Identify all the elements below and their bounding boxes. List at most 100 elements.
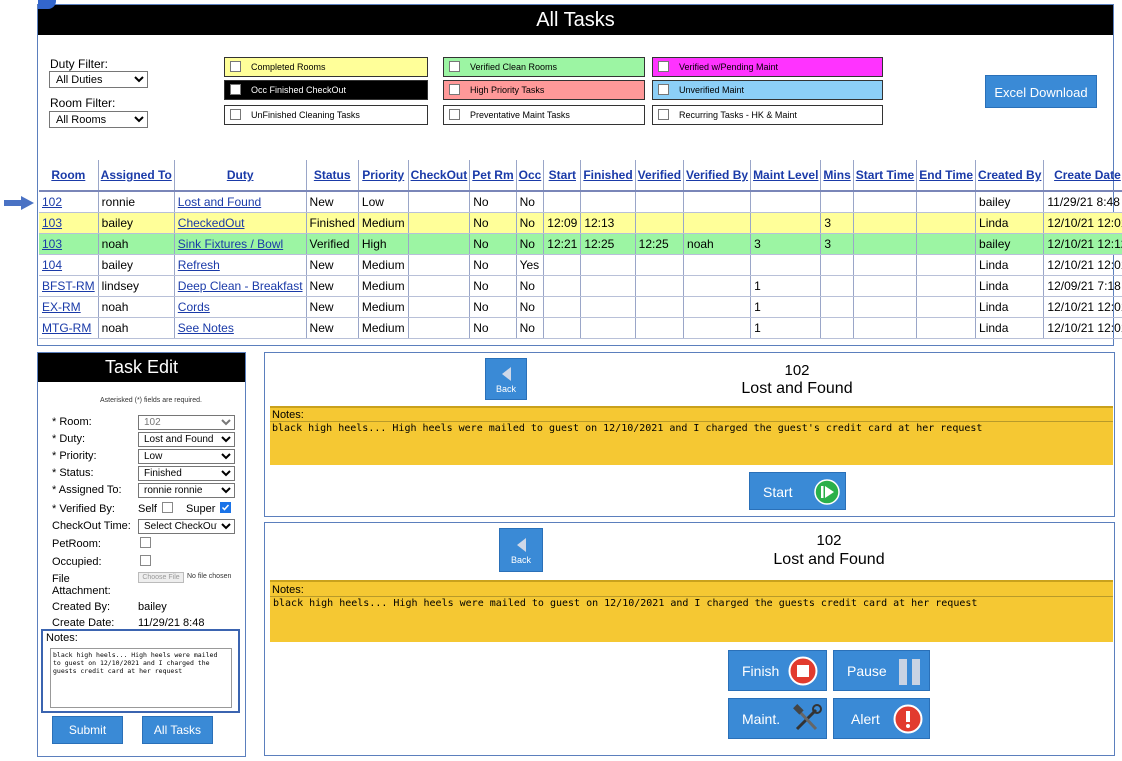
finish-button[interactable]: Finish [728,650,827,691]
cell-room[interactable]: BFST-RM [39,275,99,297]
legend-preventative-maint[interactable]: Preventative Maint Tasks [443,105,645,125]
col-header-priority[interactable]: Priority [358,160,409,192]
legend-unfinished-cleaning[interactable]: UnFinished Cleaning Tasks [224,105,428,125]
legend-verified-clean[interactable]: Verified Clean Rooms [443,57,645,77]
table-row[interactable]: 102 ronnie Lost and Found New Low No No bailey 1… [39,190,1122,213]
table-row[interactable]: 104 bailey Refresh New Medium No Yes Linda 12/10… [39,254,1122,276]
col-header-created-by[interactable]: Created By [975,160,1045,192]
back-button[interactable]: Back [485,358,527,400]
cell-duty[interactable]: Sink Fixtures / Bowl [174,233,307,255]
legend-checkbox[interactable] [230,61,241,72]
col-header-status[interactable]: Status [306,160,359,192]
cell-start [543,254,582,276]
legend-checkbox[interactable] [449,109,460,120]
table-row[interactable]: 103 noah Sink Fixtures / Bowl Verified High N… [39,233,1122,255]
start-button[interactable]: Start [749,472,846,510]
col-header-maint-level[interactable]: Maint Level [750,160,822,192]
cell-duty[interactable]: See Notes [174,317,307,339]
occupied-checkbox[interactable] [140,555,151,566]
cell-room[interactable]: 104 [39,254,99,276]
cell-end-time [916,233,977,255]
legend-label: Occ Finished CheckOut [251,85,347,95]
notes-textarea[interactable]: black high heels... High heels were mail… [50,648,232,708]
cell-finished: 12:25 [580,233,636,255]
create-date-label: Create Date: [52,617,115,629]
legend-checkbox[interactable] [658,84,669,95]
table-row[interactable]: 103 bailey CheckedOut Finished Medium No No 12:… [39,212,1122,234]
cell-priority: Medium [358,317,409,339]
excel-download-button[interactable]: Excel Download [985,75,1097,108]
col-header-start[interactable]: Start [543,160,582,192]
cell-room[interactable]: 103 [39,212,99,234]
status-select[interactable]: Finished [138,466,235,481]
col-header-occ[interactable]: Occ [516,160,545,192]
pause-button[interactable]: Pause [833,650,930,691]
cell-pet-rm: No [469,212,517,234]
legend-checkbox[interactable] [230,84,241,95]
maint-button[interactable]: Maint. [728,698,827,739]
legend-unverified-maint[interactable]: Unverified Maint [652,80,883,100]
col-header-verified[interactable]: Verified [635,160,685,192]
col-header-create-date[interactable]: Create Date [1043,160,1122,192]
col-header-verified-by[interactable]: Verified By [683,160,752,192]
legend-checkbox[interactable] [658,61,669,72]
cell-room[interactable]: 102 [39,190,99,213]
legend-checkbox[interactable] [658,109,669,120]
legend-recurring-tasks[interactable]: Recurring Tasks - HK & Maint [652,105,883,125]
legend-completed-rooms[interactable]: Completed Rooms [224,57,428,77]
cell-priority: Low [358,190,409,213]
col-header-room[interactable]: Room [39,160,99,192]
notes-divider [270,596,1113,597]
cell-duty[interactable]: Lost and Found [174,190,307,213]
petroom-checkbox[interactable] [140,537,151,548]
cell-assigned-to: noah [98,296,175,318]
detail-notes-text[interactable]: black high heels... High heels were mail… [272,423,983,434]
col-header-mins[interactable]: Mins [820,160,854,192]
cell-duty[interactable]: Deep Clean - Breakfast [174,275,307,297]
self-checkbox[interactable] [162,502,173,513]
pause-label: Pause [847,663,887,679]
legend-checkbox[interactable] [449,84,460,95]
tasks-table: Room Assigned To Duty Status Priority Ch… [39,160,1122,339]
table-row[interactable]: EX-RM noah Cords New Medium No No 1 Linda 12/10/2… [39,296,1122,318]
cell-room[interactable]: EX-RM [39,296,99,318]
col-header-pet-rm[interactable]: Pet Rm [469,160,517,192]
duty-select[interactable]: Lost and Found [138,432,235,447]
start-play-icon [814,479,840,505]
back-button[interactable]: Back [499,528,543,572]
cell-room[interactable]: MTG-RM [39,317,99,339]
cell-room[interactable]: 103 [39,233,99,255]
cell-duty[interactable]: Cords [174,296,307,318]
col-header-duty[interactable]: Duty [174,160,307,192]
table-row[interactable]: BFST-RM lindsey Deep Clean - Breakfast New M… [39,275,1122,297]
cell-verified [635,275,685,297]
all-tasks-button[interactable]: All Tasks [142,716,213,744]
legend-checkbox[interactable] [230,109,241,120]
room-select[interactable]: 102 [138,415,235,430]
room-filter-select[interactable]: All Rooms [49,111,148,128]
checkout-time-select[interactable]: Select CheckOut [138,519,235,534]
col-header-start-time[interactable]: Start Time [853,160,918,192]
col-header-finished[interactable]: Finished [580,160,636,192]
alert-button[interactable]: Alert [833,698,930,739]
detail-notes-text[interactable]: black high heels... High heels were mail… [273,598,978,609]
col-header-end-time[interactable]: End Time [916,160,977,192]
cell-duty[interactable]: Refresh [174,254,307,276]
choose-file-button[interactable]: Choose File [138,572,184,583]
duty-filter-select[interactable]: All Duties [49,71,148,88]
legend-high-priority[interactable]: High Priority Tasks [443,80,645,100]
assigned-to-select[interactable]: ronnie ronnie [138,483,235,498]
status-label: * Status: [52,467,94,479]
corner-tab[interactable] [38,0,56,9]
col-header-assigned-to[interactable]: Assigned To [98,160,175,192]
legend-occ-finished-checkout[interactable]: Occ Finished CheckOut [224,80,428,100]
submit-button[interactable]: Submit [52,716,123,744]
col-header-checkout[interactable]: CheckOut [408,160,471,192]
priority-select[interactable]: Low [138,449,235,464]
cell-duty[interactable]: CheckedOut [174,212,307,234]
cell-maint-level: 1 [750,275,822,297]
legend-verified-pending-maint[interactable]: Verified w/Pending Maint [652,57,883,77]
legend-checkbox[interactable] [449,61,460,72]
super-checkbox[interactable] [220,502,231,513]
table-row[interactable]: MTG-RM noah See Notes New Medium No No 1 Linda 12… [39,317,1122,339]
